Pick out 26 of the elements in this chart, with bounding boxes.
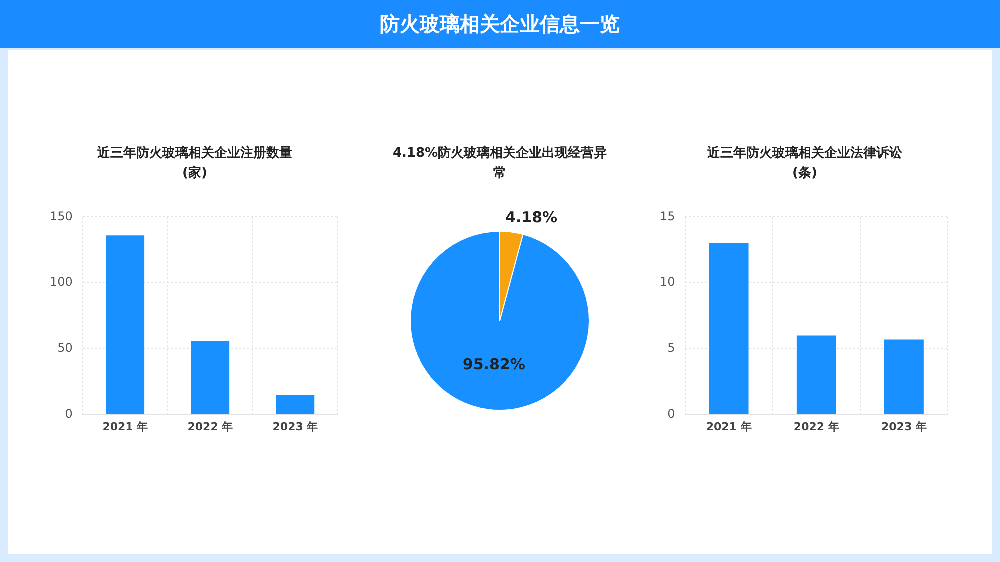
y-tick-label: 5 (668, 341, 676, 356)
x-tick-label: 2022 年 (188, 420, 234, 434)
chart-title: 近三年防火玻璃相关企业法律诉讼 (条) (706, 144, 904, 183)
y-tick-label: 0 (65, 406, 73, 421)
y-tick-label: 10 (660, 275, 676, 290)
x-tick-label: 2021 年 (102, 420, 148, 434)
x-tick-label: 2021 年 (706, 420, 752, 434)
data-label: 95.82% (462, 355, 526, 374)
x-tick-label: 2022 年 (794, 420, 840, 434)
bar (796, 336, 836, 414)
x-tick-label: 2023 年 (881, 420, 927, 434)
y-tick-label: 150 (50, 209, 73, 224)
y-tick-label: 100 (50, 275, 73, 290)
y-tick-label: 50 (58, 341, 73, 356)
bar (884, 340, 924, 414)
x-tick-label: 2023 年 (272, 420, 318, 434)
data-label: 4.18% (506, 208, 558, 226)
chart-title: 4.18%防火玻璃相关企业出现经营异常 (392, 144, 608, 183)
bar (106, 236, 145, 414)
bar (709, 244, 749, 414)
text: 防火玻璃相关企业信息一览 (0, 0, 1000, 48)
bar (276, 395, 315, 414)
y-tick-label: 15 (660, 209, 676, 224)
y-tick-label: 0 (668, 406, 676, 421)
bar (191, 341, 230, 414)
chart-title: 近三年防火玻璃相关企业注册数量 (家) (96, 144, 294, 183)
